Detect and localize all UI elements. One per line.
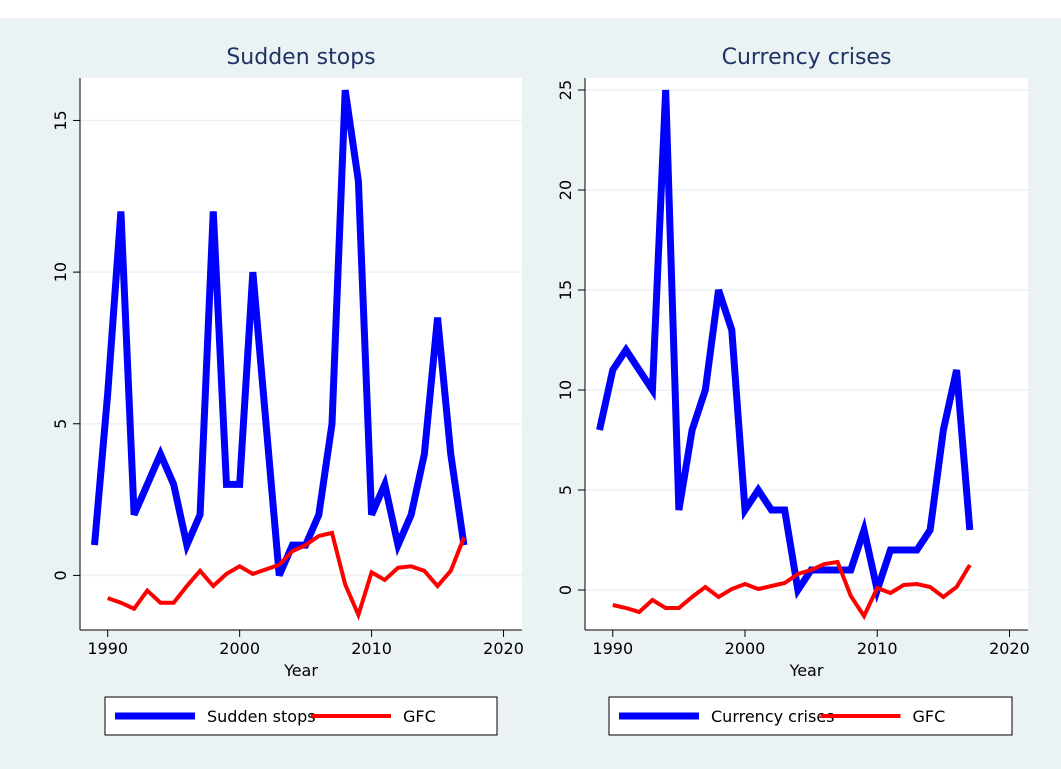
line-series <box>612 559 972 621</box>
x-axis-label: Year <box>283 661 318 680</box>
legend-label: Currency crises <box>711 707 835 726</box>
y-tick-label: 20 <box>556 180 575 200</box>
y-tick-label: 10 <box>51 262 70 282</box>
chart-title: Currency crises <box>722 45 892 70</box>
y-tick-label: 0 <box>556 585 575 595</box>
y-tick-label: 15 <box>556 280 575 300</box>
x-tick-label: 1990 <box>87 639 128 658</box>
x-tick-label: 2010 <box>857 639 898 658</box>
x-axis-label: Year <box>789 661 824 680</box>
legend-label: GFC <box>403 707 436 726</box>
line-series <box>596 89 974 604</box>
y-tick-label: 5 <box>51 419 70 429</box>
chart-title: Sudden stops <box>226 45 375 70</box>
y-tick-label: 15 <box>51 110 70 130</box>
y-tick-label: 25 <box>556 80 575 100</box>
line-series <box>91 89 468 577</box>
x-tick-label: 2020 <box>483 639 524 658</box>
y-tick-label: 5 <box>556 485 575 495</box>
plot-area <box>80 78 522 630</box>
x-tick-label: 2000 <box>725 639 766 658</box>
line-series <box>107 530 466 621</box>
y-tick-label: 0 <box>51 570 70 580</box>
legend-label: Sudden stops <box>207 707 316 726</box>
x-tick-label: 2000 <box>219 639 260 658</box>
legend-label: GFC <box>913 707 946 726</box>
x-tick-label: 2010 <box>351 639 392 658</box>
x-tick-label: 1990 <box>592 639 633 658</box>
y-tick-label: 10 <box>556 380 575 400</box>
x-tick-label: 2020 <box>989 639 1030 658</box>
